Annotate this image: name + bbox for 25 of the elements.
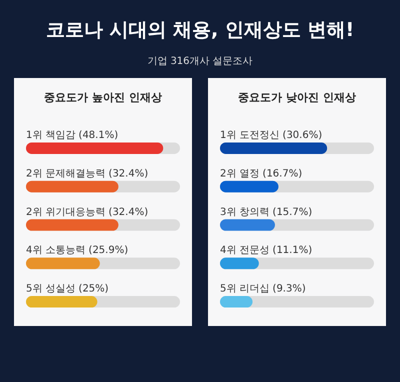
bar <box>220 258 259 270</box>
chart-title: 중요도가 높아진 인재상 <box>43 90 163 105</box>
category-label: 5위 성실성 <box>26 284 76 295</box>
category-label: 2위 열정 <box>220 168 260 180</box>
category-label: 3위 창의력 <box>220 206 270 218</box>
data-label: (25.9%) <box>88 245 128 256</box>
chart-title: 중요도가 낮아진 인재상 <box>237 90 357 105</box>
data-label: (16.7%) <box>262 168 302 180</box>
data-label: (32.4%) <box>108 206 148 218</box>
data-label: (15.7%) <box>272 206 312 218</box>
data-label: (30.6%) <box>282 130 322 142</box>
text: 기업 316개사 설문조사 <box>146 55 254 68</box>
category-label: 1위 책임감 <box>26 130 76 142</box>
category-label: 4위 전문성 <box>220 245 270 256</box>
category-label: 5위 리더십 <box>220 284 270 295</box>
data-label: (9.3%) <box>272 284 306 295</box>
category-label: 1위 도전정신 <box>220 130 280 142</box>
category-label: 4위 소통능력 <box>26 245 86 256</box>
category-label: 2위 문제해결능력 <box>26 168 106 180</box>
data-label: (32.4%) <box>108 168 148 180</box>
text: 코로나 시대의 채용, 인재상도 변해! <box>44 18 356 42</box>
category-label: 2위 위기대응능력 <box>26 206 106 218</box>
data-label: (25%) <box>78 284 109 295</box>
data-label: (48.1%) <box>78 130 118 142</box>
data-label: (11.1%) <box>272 245 312 256</box>
